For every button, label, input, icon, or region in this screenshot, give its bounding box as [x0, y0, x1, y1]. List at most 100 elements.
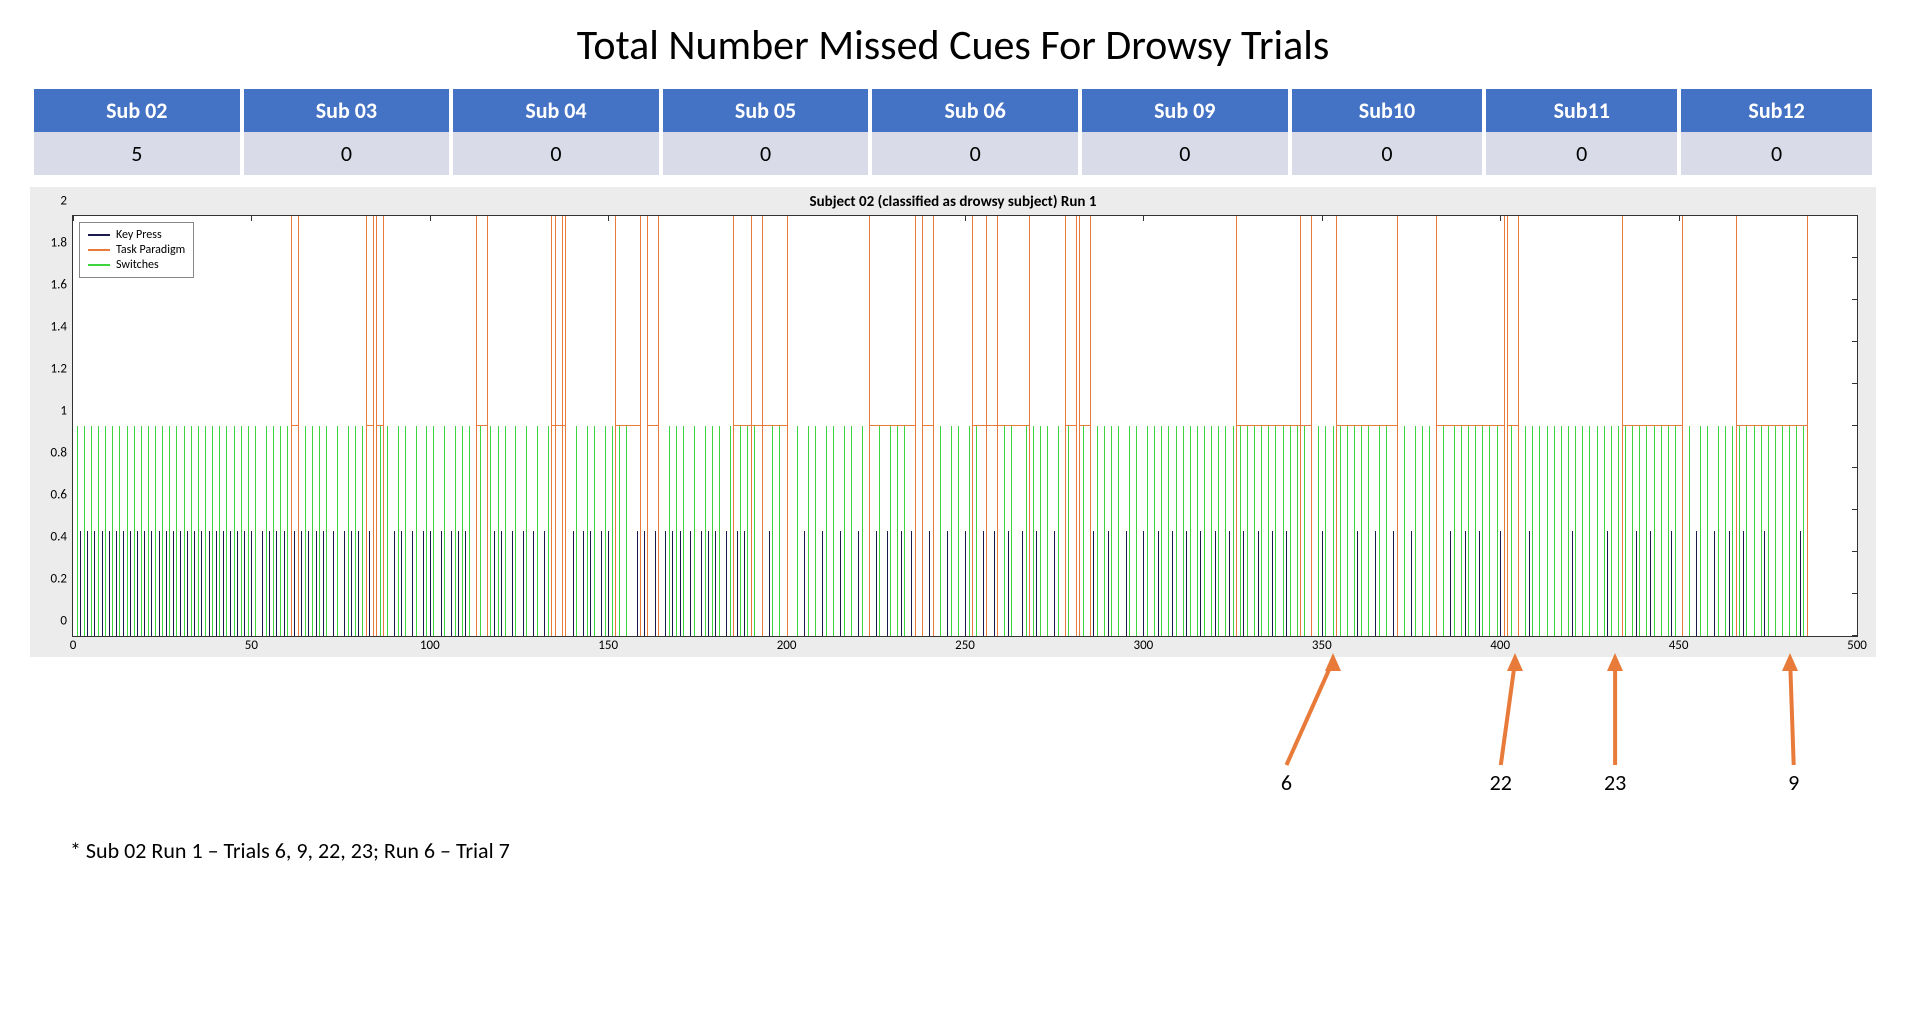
data-line: [1197, 426, 1198, 636]
data-line: [583, 531, 584, 636]
data-line: [266, 426, 267, 636]
y-tick-label: 0.4: [39, 530, 67, 545]
data-line: [191, 426, 192, 636]
data-line: [1090, 216, 1091, 636]
data-line: [665, 531, 666, 636]
data-line: [1465, 531, 1466, 636]
table-header: Sub 06: [872, 89, 1078, 132]
data-line: [969, 426, 970, 636]
data-line: [751, 216, 752, 636]
data-line: [1283, 426, 1284, 636]
data-line: [1411, 531, 1412, 636]
data-line: [1725, 426, 1726, 636]
data-line: [797, 426, 798, 636]
data-line: [694, 426, 695, 636]
data-line: [676, 426, 677, 636]
data-line: [269, 531, 270, 636]
data-line: [166, 531, 167, 636]
data-line: [426, 426, 427, 636]
x-tick-label: 500: [1847, 638, 1867, 653]
data-line: [1479, 531, 1480, 636]
data-line: [951, 426, 952, 636]
data-line: [180, 531, 181, 636]
data-line: [523, 531, 524, 636]
table-cell: 0: [1681, 132, 1872, 175]
data-line: [1325, 426, 1326, 636]
chart-title: Subject 02 (classified as drowsy subject…: [40, 193, 1866, 211]
data-line: [1108, 531, 1109, 636]
data-line: [515, 426, 516, 636]
data-line: [1518, 216, 1519, 636]
data-line: [958, 426, 959, 636]
data-line: [1718, 426, 1719, 636]
data-line: [608, 531, 609, 636]
data-line: [80, 531, 81, 636]
data-line: [537, 426, 538, 636]
data-line: [804, 531, 805, 636]
data-line: [512, 531, 513, 636]
data-line: [619, 426, 620, 636]
table-cell: 0: [1082, 132, 1288, 175]
data-line: [1582, 426, 1583, 636]
data-line: [615, 425, 640, 426]
x-tick-label: 150: [598, 638, 618, 653]
data-line: [826, 426, 827, 636]
data-line: [1597, 426, 1598, 636]
data-line: [216, 531, 217, 636]
y-tick-label: 0.8: [39, 446, 67, 461]
data-line: [319, 426, 320, 636]
data-line: [744, 531, 745, 636]
x-tick-label: 100: [420, 638, 440, 653]
chart-container: Subject 02 (classified as drowsy subject…: [30, 187, 1876, 657]
data-line: [458, 531, 459, 636]
data-line: [1575, 426, 1576, 636]
data-line: [1625, 426, 1626, 636]
data-line: [712, 426, 713, 636]
data-line: [1589, 426, 1590, 636]
data-line: [1482, 426, 1483, 636]
x-tick-label: 450: [1669, 638, 1689, 653]
data-line: [1183, 426, 1184, 636]
data-line: [1661, 426, 1662, 636]
data-line: [441, 531, 442, 636]
data-line: [1361, 426, 1362, 636]
data-line: [1333, 426, 1334, 636]
data-line: [965, 531, 966, 636]
data-line: [1047, 426, 1048, 636]
data-line: [730, 426, 731, 636]
data-line: [301, 531, 302, 636]
data-line: [162, 426, 163, 636]
data-line: [1368, 426, 1369, 636]
data-line: [262, 531, 263, 636]
data-line: [98, 426, 99, 636]
data-line: [1500, 531, 1501, 636]
data-line: [1754, 426, 1755, 636]
data-line: [194, 531, 195, 636]
data-line: [1443, 426, 1444, 636]
data-line: [1736, 425, 1807, 426]
data-line: [897, 426, 898, 636]
data-line: [769, 531, 770, 636]
data-line: [972, 425, 1029, 426]
data-line: [590, 531, 591, 636]
data-line: [465, 531, 466, 636]
data-line: [159, 531, 160, 636]
data-line: [173, 531, 174, 636]
data-line: [822, 531, 823, 636]
data-line: [91, 426, 92, 636]
plot-area: 00.20.40.60.811.21.41.61.82 050100150200…: [72, 215, 1858, 637]
data-line: [715, 531, 716, 636]
data-line: [1404, 426, 1405, 636]
data-line: [658, 216, 659, 636]
data-line: [551, 216, 552, 636]
data-line: [808, 426, 809, 636]
data-line: [1236, 216, 1237, 636]
arrowhead-icon: [1782, 653, 1798, 671]
table-cell: 0: [872, 132, 1078, 175]
data-line: [144, 531, 145, 636]
data-line: [373, 216, 374, 636]
data-line: [444, 426, 445, 636]
data-line: [887, 531, 888, 636]
data-line: [316, 531, 317, 636]
data-line: [1272, 531, 1273, 636]
